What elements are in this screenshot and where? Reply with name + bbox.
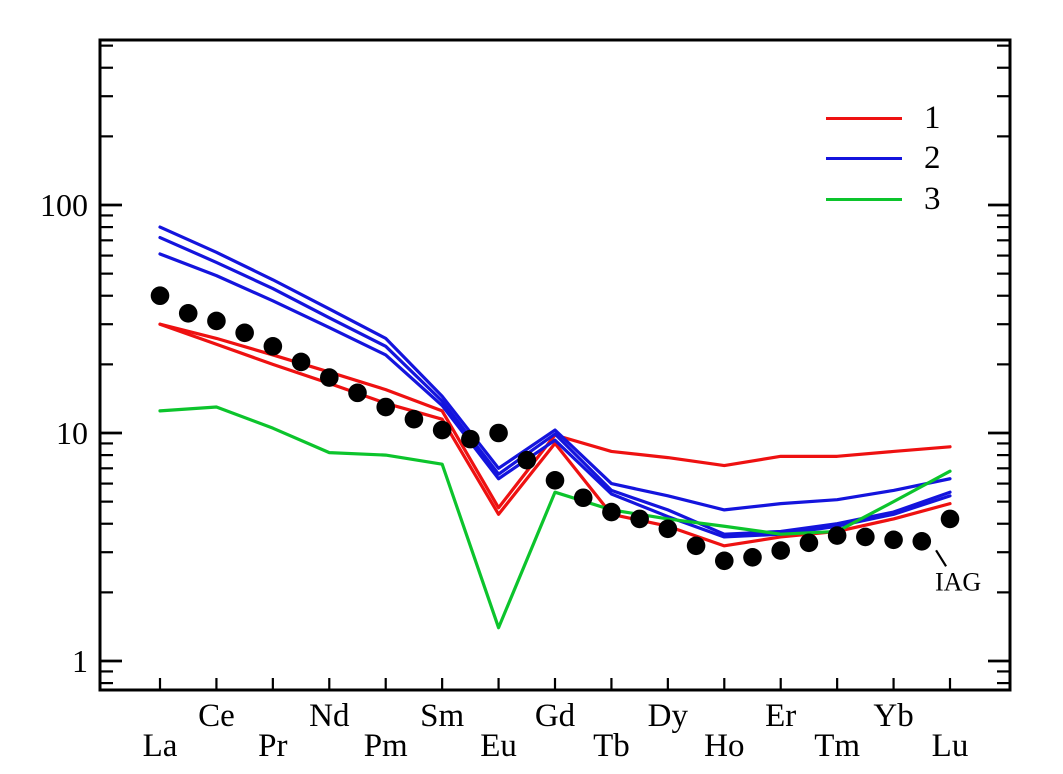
iag-annotation-label: IAG — [935, 567, 981, 596]
iag-data-point — [319, 368, 339, 387]
iag-data-point — [658, 519, 678, 539]
iag-data-point — [404, 409, 424, 429]
iag-data-point — [827, 526, 847, 545]
x-axis-label-Gd: Gd — [535, 698, 576, 734]
legend-label-3: 3 — [924, 180, 941, 217]
y-axis-label-10: 10 — [56, 415, 88, 451]
series-blue-upper-line — [158, 225, 952, 512]
iag-data-point — [573, 488, 593, 508]
legend-line-swatch-1 — [826, 116, 902, 120]
x-axis-label-Er: Er — [765, 698, 796, 734]
iag-data-point — [912, 531, 932, 551]
series-blue-middle-line — [158, 235, 952, 536]
legend-entry-3: 3 — [826, 179, 941, 220]
plot-frame — [98, 38, 1012, 692]
iag-data-point — [489, 423, 508, 443]
x-axis-label-Eu: Eu — [480, 728, 517, 764]
iag-annotation-pointer — [935, 549, 948, 567]
x-axis-label-Yb: Yb — [873, 698, 913, 734]
x-axis-label-Pm: Pm — [364, 728, 408, 764]
iag-data-point — [376, 397, 396, 417]
iag-data-point — [940, 509, 960, 529]
x-axis-label-Nd: Nd — [309, 698, 350, 734]
x-axis-label-La: La — [143, 728, 178, 764]
x-axis-label-Ho: Ho — [704, 728, 744, 764]
legend-entry-1: 1 — [826, 98, 941, 139]
iag-data-point — [178, 303, 198, 323]
x-axis-label-Sm: Sm — [420, 698, 464, 734]
iag-data-point — [263, 337, 283, 356]
series-green-line — [158, 405, 952, 630]
legend-entry-2: 2 — [826, 139, 941, 180]
legend-line-swatch-3 — [826, 197, 902, 201]
iag-data-point — [517, 450, 537, 470]
legend-label-1: 1 — [924, 99, 941, 136]
x-axis-label-Dy: Dy — [648, 698, 689, 734]
iag-data-point — [686, 536, 706, 556]
iag-data-point — [884, 530, 903, 550]
x-axis-label-Tb: Tb — [593, 728, 630, 764]
iag-data-point — [291, 352, 311, 372]
x-axis-label-Lu: Lu — [932, 728, 969, 764]
y-axis-label-1: 1 — [72, 643, 88, 679]
iag-data-point — [714, 551, 734, 571]
x-axis-label-Pr: Pr — [258, 728, 287, 764]
iag-data-point — [432, 420, 452, 440]
iag-data-point — [545, 471, 565, 490]
legend: 1 2 3 — [826, 98, 941, 220]
iag-data-point — [348, 383, 367, 403]
x-axis-label-Ce: Ce — [198, 698, 235, 734]
iag-data-point — [207, 311, 226, 331]
iag-data-point — [150, 286, 170, 306]
iag-data-point — [771, 541, 791, 560]
iag-data-point — [602, 502, 621, 522]
legend-line-swatch-2 — [826, 157, 902, 161]
y-axis-label-100: 100 — [40, 187, 88, 223]
iag-data-point — [743, 547, 762, 567]
iag-data-point — [461, 429, 480, 449]
x-axis-label-Tm: Tm — [814, 728, 860, 764]
iag-data-point — [630, 509, 649, 529]
iag-data-point — [856, 527, 875, 547]
iag-data-point — [235, 323, 254, 343]
iag-data-point — [799, 533, 819, 553]
series-blue-lower-line — [158, 252, 952, 539]
legend-label-2: 2 — [924, 140, 941, 177]
